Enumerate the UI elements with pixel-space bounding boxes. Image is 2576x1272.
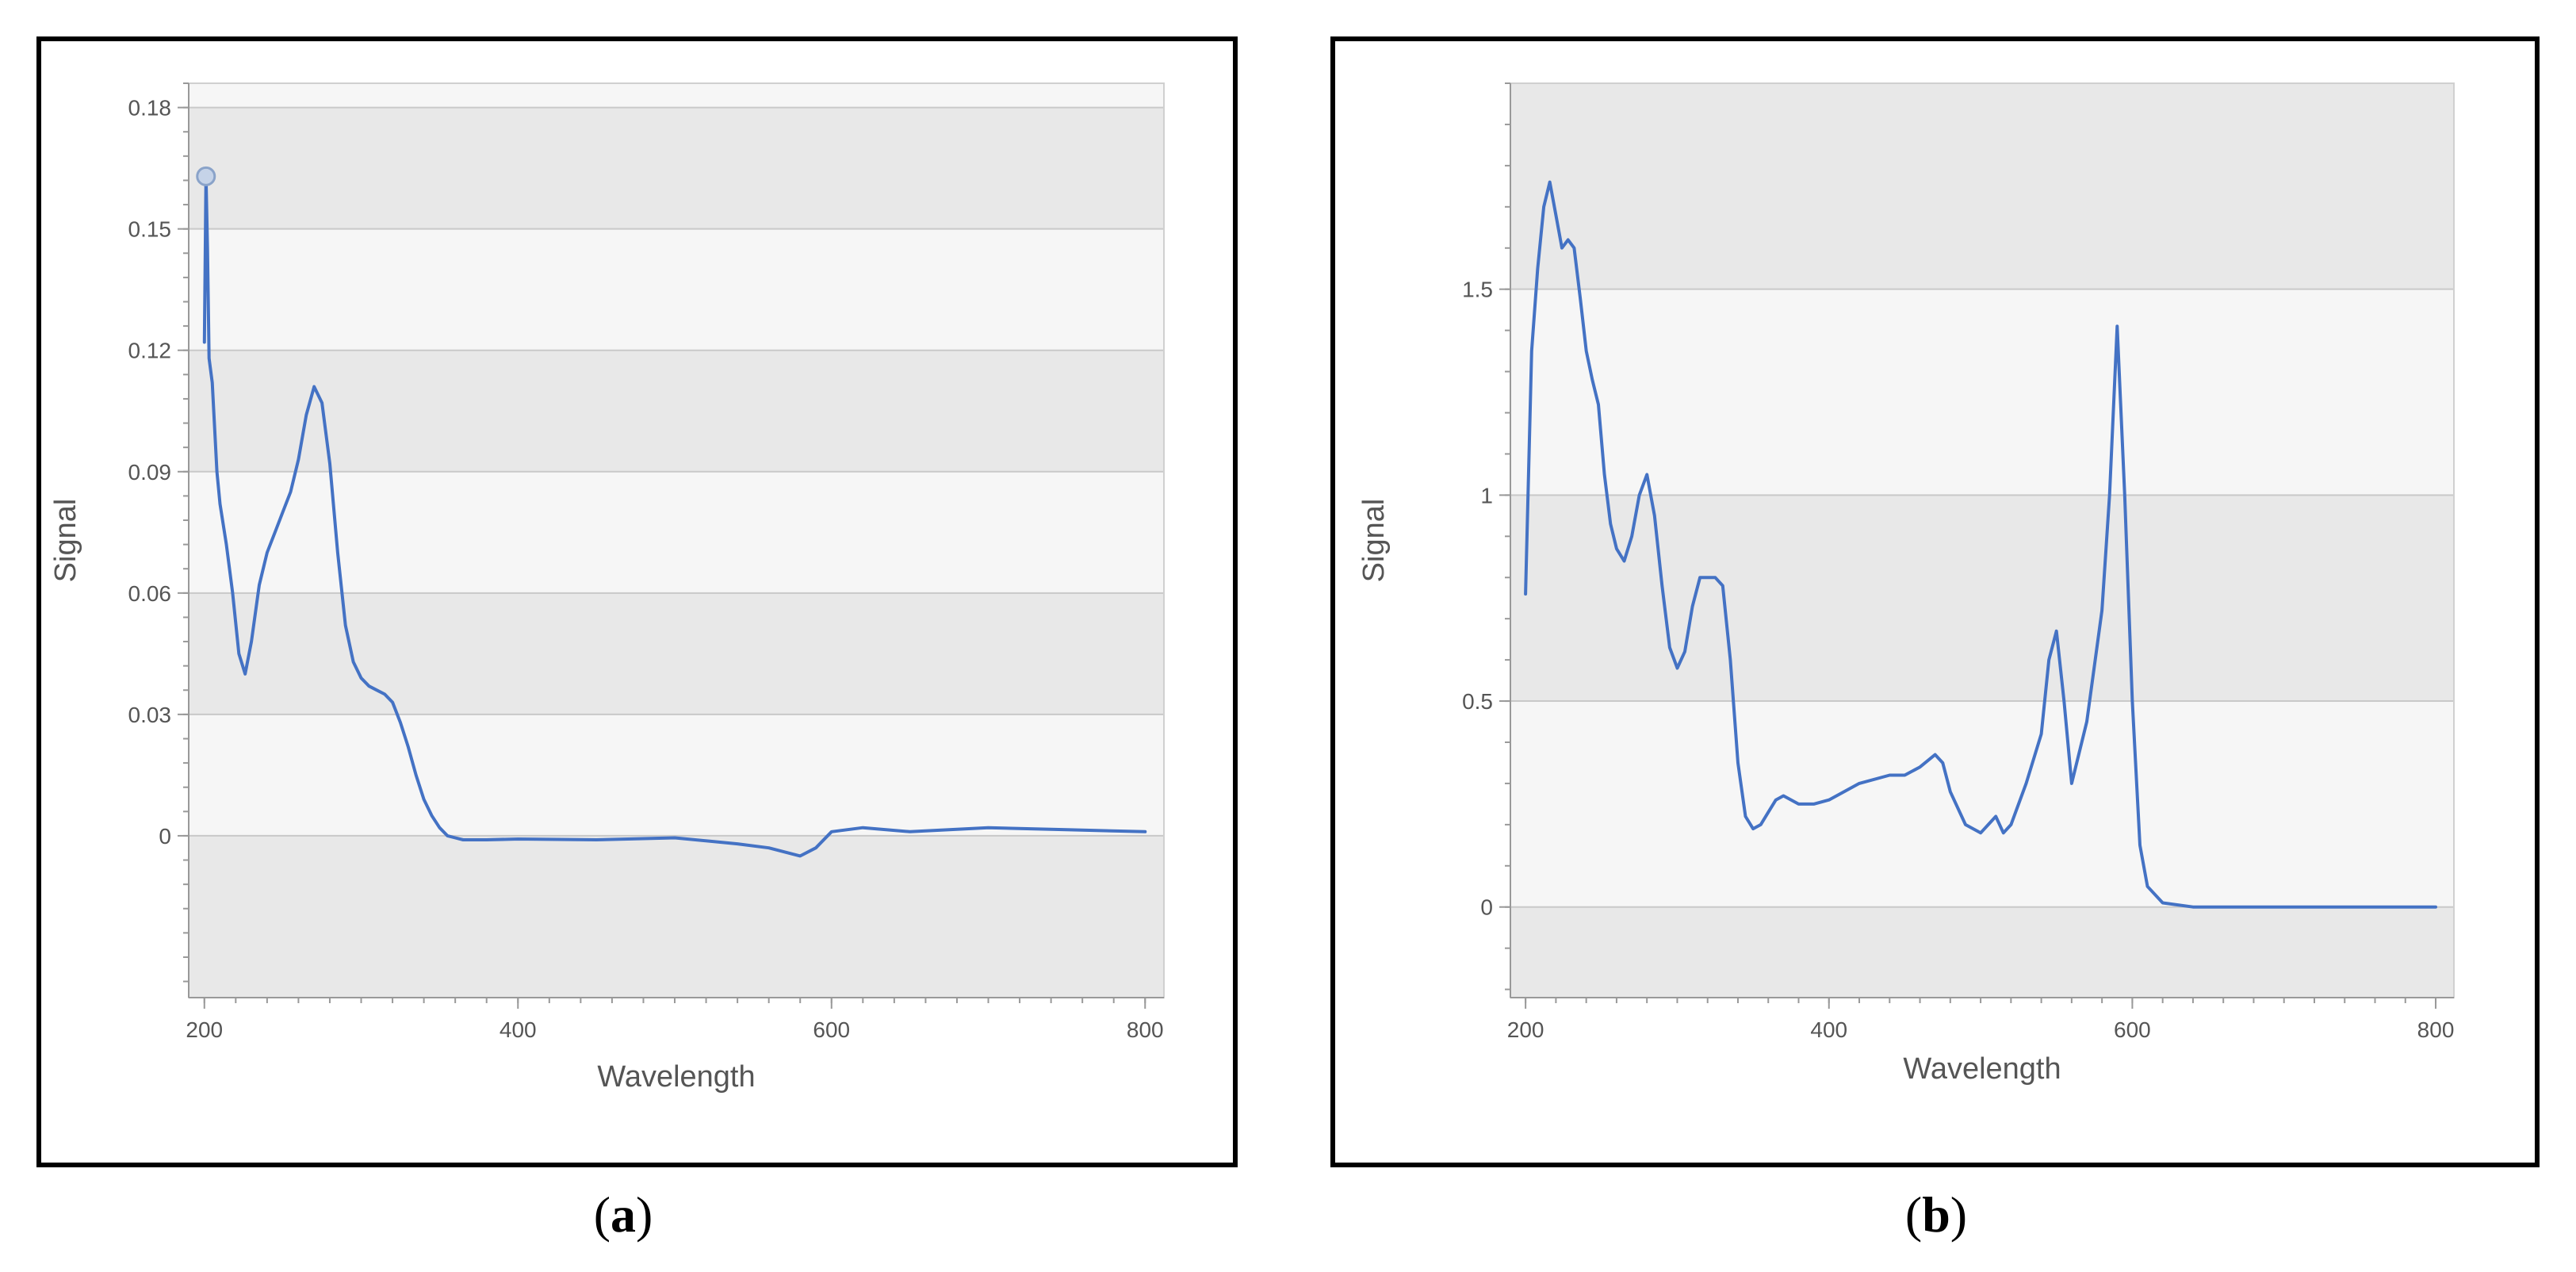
plot-band [189,228,1164,351]
plot-band [1510,906,2454,998]
peak-marker [196,166,216,186]
x-axis-title: Wavelength [1903,1052,2061,1086]
plot-band [189,107,1164,229]
y-axis-title: Signal [49,499,82,583]
y-tick-label: 0 [159,824,171,849]
x-tick-label: 200 [186,1017,223,1042]
x-tick-label: 200 [1507,1017,1544,1042]
y-tick-label: 0.18 [128,96,172,121]
y-tick-label: 1 [1480,483,1493,508]
plot-band [189,714,1164,836]
plot-band [1510,701,2454,907]
x-tick-label: 600 [2114,1017,2151,1042]
y-tick-label: 0.15 [128,217,172,242]
caption-b: (b) [1904,1186,1968,1243]
caption-a-letter: a [611,1186,636,1243]
y-tick-label: 0 [1480,895,1493,920]
series-line-a [202,174,1147,858]
plot-band [189,350,1164,472]
plot-band [1510,289,2454,496]
x-tick-label: 600 [813,1017,850,1042]
plot-band [189,471,1164,593]
caption-a: (a) [593,1186,653,1243]
x-tick-label: 800 [1127,1017,1164,1042]
y-tick-label: 0.06 [128,581,172,606]
caption-b-letter: b [1922,1186,1950,1243]
y-tick-label: 0.12 [128,339,172,363]
series-line-b [1524,180,2437,909]
y-tick-label: 0.03 [128,703,172,727]
x-axis-title: Wavelength [597,1060,755,1094]
x-tick-label: 800 [2417,1017,2455,1042]
plot-band [189,835,1164,998]
plot-band [1510,495,2454,702]
y-axis-title: Signal [1357,499,1391,583]
plot-band [189,83,1164,108]
plot-band [1510,83,2454,289]
x-tick-label: 400 [500,1017,537,1042]
y-tick-label: 0.5 [1462,689,1493,714]
y-tick-label: 0.09 [128,460,172,485]
y-tick-label: 1.5 [1462,278,1493,302]
x-tick-label: 400 [1810,1017,1847,1042]
